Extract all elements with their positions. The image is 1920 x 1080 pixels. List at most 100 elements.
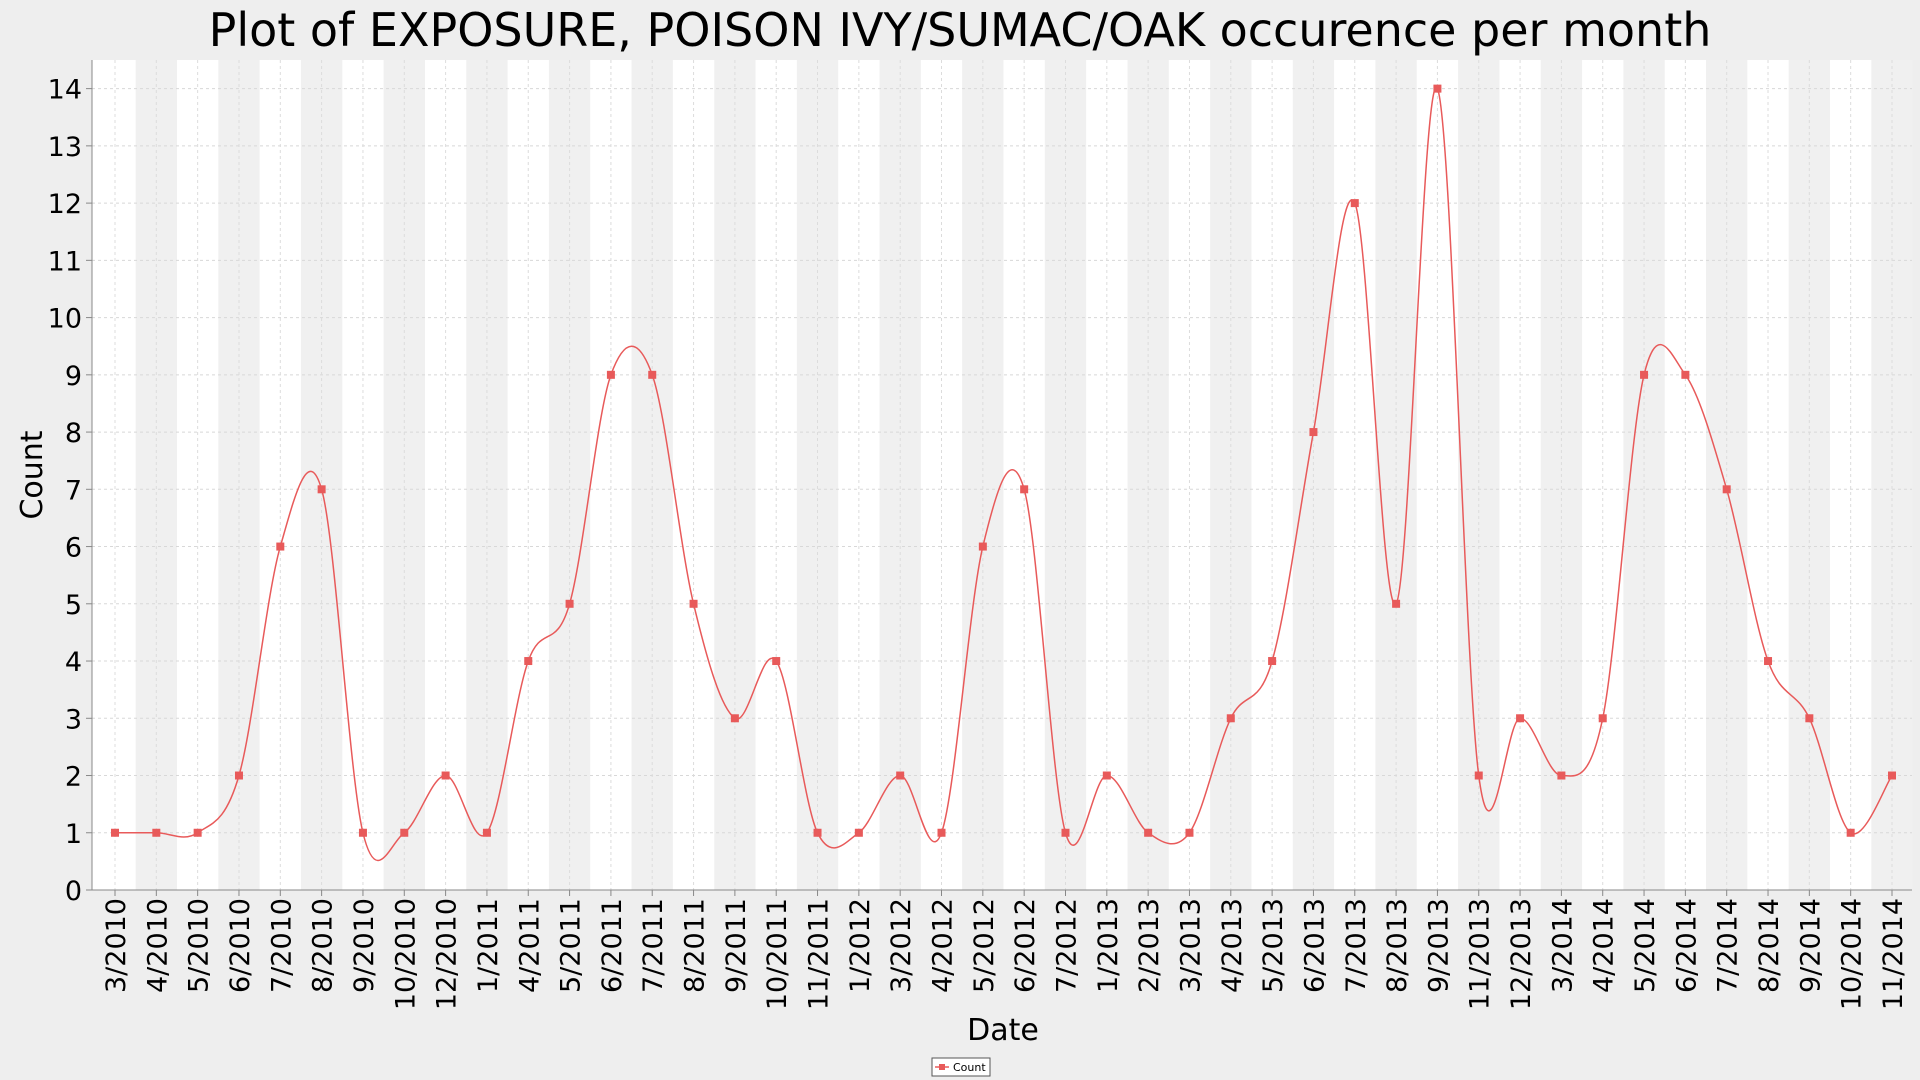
data-point-37 <box>1640 370 1649 379</box>
y-tick-label-6: 6 <box>65 533 82 564</box>
y-tick-label-10: 10 <box>48 304 82 335</box>
x-tick-label-3: 6/2010 <box>225 898 256 993</box>
y-tick-label-4: 4 <box>65 647 82 678</box>
x-tick-label-20: 4/2012 <box>928 898 959 993</box>
x-tick-label-6: 9/2010 <box>349 898 380 993</box>
x-tick-label-38: 6/2014 <box>1671 898 1702 993</box>
y-tick-label-11: 11 <box>48 246 82 277</box>
data-point-35 <box>1557 771 1566 780</box>
series-count <box>111 84 1896 862</box>
data-point-1 <box>152 828 161 837</box>
x-tick-label-9: 1/2011 <box>473 898 504 993</box>
x-tick-label-16: 10/2011 <box>762 898 793 1010</box>
data-point-29 <box>1309 428 1318 437</box>
data-point-10 <box>524 657 533 666</box>
data-point-31 <box>1392 599 1401 608</box>
x-tick-label-33: 11/2013 <box>1465 898 1496 1010</box>
x-tick-label-35: 3/2014 <box>1547 898 1578 993</box>
x-tick-label-42: 10/2014 <box>1837 898 1868 1010</box>
x-tick-label-11: 5/2011 <box>556 898 587 993</box>
data-point-6 <box>358 828 367 837</box>
x-tick-label-40: 8/2014 <box>1754 898 1785 993</box>
x-tick-label-13: 7/2011 <box>638 898 669 993</box>
plot-area <box>92 60 1913 891</box>
data-point-15 <box>730 714 739 723</box>
x-tick-label-39: 7/2014 <box>1713 898 1744 993</box>
data-point-5 <box>317 485 326 494</box>
data-point-11 <box>565 599 574 608</box>
x-tick-label-0: 3/2010 <box>101 898 132 993</box>
data-point-22 <box>1020 485 1029 494</box>
data-point-4 <box>276 542 285 551</box>
x-tick-label-17: 11/2011 <box>804 898 835 1010</box>
x-tick-label-12: 6/2011 <box>597 898 628 993</box>
x-tick-label-5: 8/2010 <box>308 898 339 993</box>
x-tick-label-27: 4/2013 <box>1217 898 1248 993</box>
x-tick-label-30: 7/2013 <box>1341 898 1372 993</box>
y-tick-label-13: 13 <box>48 132 82 163</box>
y-tick-label-14: 14 <box>48 75 82 106</box>
x-tick-label-18: 1/2012 <box>845 898 876 993</box>
data-point-18 <box>854 828 863 837</box>
x-tick-label-37: 5/2014 <box>1630 898 1661 993</box>
data-point-39 <box>1722 485 1731 494</box>
data-point-28 <box>1268 657 1277 666</box>
data-point-41 <box>1805 714 1814 723</box>
data-point-36 <box>1598 714 1607 723</box>
x-tick-label-41: 9/2014 <box>1795 898 1826 993</box>
x-tick-label-8: 12/2010 <box>432 898 463 1010</box>
data-point-23 <box>1061 828 1070 837</box>
x-tick-label-22: 6/2012 <box>1010 898 1041 993</box>
x-axis-label: Date <box>967 1013 1039 1048</box>
data-point-16 <box>772 657 781 666</box>
x-axis: 3/2010 4/2010 5/2010 6/2010 7/2010 8/2010 9/20… <box>92 889 1912 1010</box>
x-tick-label-34: 12/2013 <box>1506 898 1537 1010</box>
data-point-21 <box>978 542 987 551</box>
x-tick-label-7: 10/2010 <box>390 898 421 1010</box>
x-tick-label-14: 8/2011 <box>680 898 711 993</box>
x-tick-label-4: 7/2010 <box>266 898 297 993</box>
data-point-13 <box>648 370 657 379</box>
y-tick-label-7: 7 <box>65 475 82 506</box>
x-tick-label-31: 8/2013 <box>1382 898 1413 993</box>
gridlines <box>92 60 1912 891</box>
x-tick-label-10: 4/2011 <box>514 898 545 993</box>
data-point-43 <box>1888 771 1896 780</box>
x-tick-label-2: 5/2010 <box>184 898 215 993</box>
chart-title: Plot of EXPOSURE, POISON IVY/SUMAC/OAK o… <box>209 3 1712 57</box>
data-point-12 <box>606 370 615 379</box>
data-point-33 <box>1474 771 1483 780</box>
x-tick-label-28: 5/2013 <box>1258 898 1289 993</box>
x-tick-label-36: 4/2014 <box>1589 898 1620 993</box>
data-point-32 <box>1433 84 1442 93</box>
legend-label: Count <box>953 1061 986 1074</box>
x-tick-label-19: 3/2012 <box>886 898 917 993</box>
x-tick-label-23: 7/2012 <box>1051 898 1082 993</box>
data-point-3 <box>234 771 243 780</box>
y-tick-label-8: 8 <box>65 418 82 449</box>
data-point-14 <box>689 599 698 608</box>
x-tick-label-43: 11/2014 <box>1878 898 1909 1010</box>
data-point-40 <box>1764 657 1773 666</box>
data-point-9 <box>482 828 491 837</box>
data-point-24 <box>1102 771 1111 780</box>
data-point-38 <box>1681 370 1690 379</box>
data-point-26 <box>1185 828 1194 837</box>
y-tick-label-3: 3 <box>65 704 82 735</box>
data-point-27 <box>1226 714 1235 723</box>
data-point-8 <box>441 771 450 780</box>
y-tick-label-0: 0 <box>65 876 82 907</box>
data-point-17 <box>813 828 822 837</box>
x-tick-label-29: 6/2013 <box>1299 898 1330 993</box>
data-point-20 <box>937 828 946 837</box>
data-point-25 <box>1144 828 1153 837</box>
y-axis-label: Count <box>15 430 50 519</box>
y-tick-label-12: 12 <box>48 189 82 220</box>
y-tick-label-9: 9 <box>65 361 82 392</box>
data-point-0 <box>111 828 119 837</box>
data-point-42 <box>1846 828 1855 837</box>
x-tick-label-21: 5/2012 <box>969 898 1000 993</box>
x-tick-label-1: 4/2010 <box>142 898 173 993</box>
legend-box <box>931 1057 991 1077</box>
